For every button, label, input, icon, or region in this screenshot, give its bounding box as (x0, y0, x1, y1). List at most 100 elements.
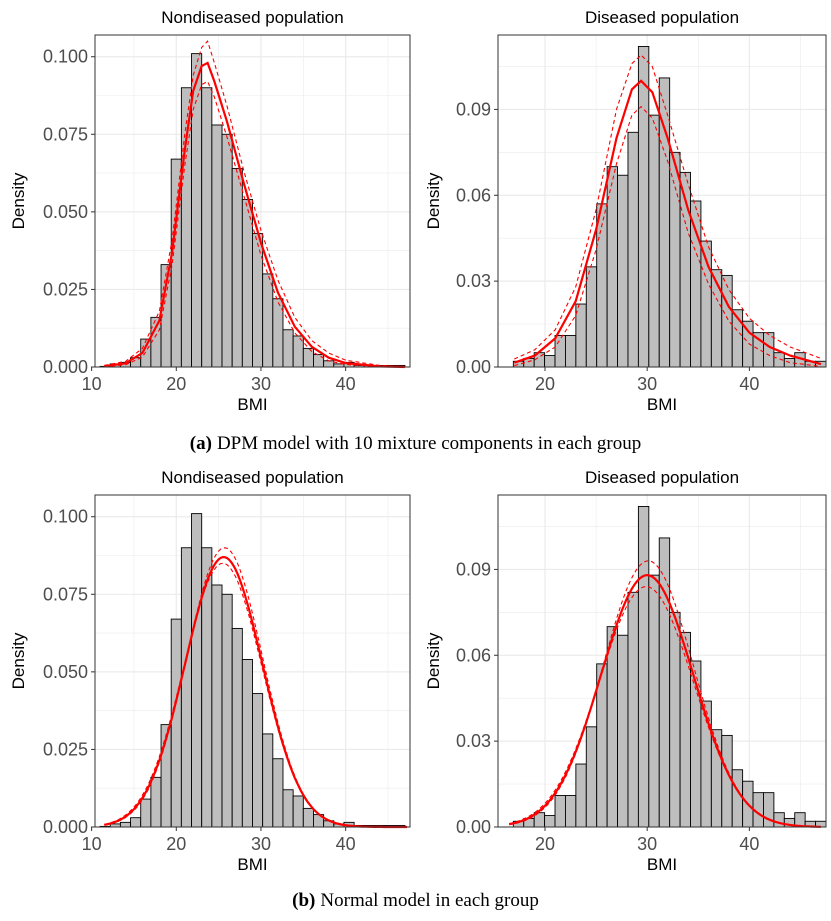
y-tick-label: 0.09 (456, 559, 491, 579)
chart-b-right: 20 30 40 0.00 0.03 0.06 0.09 Diseased populatio… (424, 468, 827, 874)
x-tick-label: 40 (336, 374, 356, 394)
histogram-bar (150, 776, 162, 828)
x-tick-label: 10 (82, 834, 102, 854)
y-axis-label: Density (9, 172, 28, 229)
histogram-bar (669, 611, 681, 828)
histogram-bar (690, 200, 702, 368)
x-tick-label: 40 (739, 834, 759, 854)
y-tick-label: 0.00 (456, 817, 491, 837)
y-tick-label: 0.075 (43, 584, 88, 604)
caption-a-text: DPM model with 10 mixture components in … (216, 433, 642, 454)
histogram-bar (282, 789, 294, 828)
histogram-bar (564, 335, 577, 368)
histogram-bar (282, 329, 294, 368)
histogram-bar (252, 693, 264, 828)
histogram-bar (773, 812, 785, 828)
y-tick-label: 0.050 (43, 662, 88, 682)
histogram-bar (130, 817, 142, 828)
fit-curve (513, 79, 822, 366)
chart-title: Diseased population (585, 468, 739, 487)
x-tick-label: 40 (739, 374, 759, 394)
histogram-bar (648, 574, 660, 828)
histogram-bar (669, 151, 681, 368)
histogram-bar (221, 133, 233, 368)
caption-b: (b) Normal model in each group (0, 890, 831, 912)
x-axis-label: BMI (237, 855, 267, 874)
histogram-bar (119, 821, 132, 828)
y-tick-label: 0.100 (43, 507, 88, 527)
histogram-bar (241, 658, 253, 828)
histogram-bar (323, 360, 335, 368)
histogram-bar (231, 167, 243, 368)
x-tick-label: 20 (166, 834, 186, 854)
y-axis-label: Density (424, 172, 443, 229)
fit-curve-ci (104, 40, 405, 368)
chart-a-right: 20 30 40 0.00 0.03 0.06 0.09 Diseased populatio… (424, 8, 827, 414)
plot-border (94, 34, 411, 368)
histogram-bar (302, 807, 314, 828)
histogram-bar (742, 320, 754, 368)
fit-curve-ci (514, 105, 821, 367)
y-tick-label: 0.03 (456, 731, 491, 751)
chart-title: Nondiseased population (161, 8, 343, 27)
histogram-bar (606, 626, 619, 828)
y-tick-label: 0.06 (456, 645, 491, 665)
histogram-bar (575, 763, 587, 828)
x-tick-label: 40 (336, 834, 356, 854)
x-axis-label: BMI (647, 855, 677, 874)
y-tick-label: 0.050 (43, 202, 88, 222)
histogram-bar (596, 203, 608, 368)
histogram-bar (292, 795, 304, 828)
histogram-bar (211, 584, 223, 828)
histogram-bar (252, 233, 264, 368)
histogram-bar (627, 131, 639, 368)
fit-curve-ci (509, 586, 821, 828)
fit-curve (104, 61, 405, 369)
histogram-bar (596, 663, 608, 828)
fit-curve-ci (104, 80, 405, 368)
y-axis-label: Density (424, 632, 443, 689)
chart-b-left: 10 20 30 40 0.000 0.025 0.050 0.075 0.100 Nondise… (9, 468, 411, 874)
histogram-bar (180, 547, 192, 828)
histogram-bar (272, 758, 284, 828)
fit-curve-ci (514, 54, 822, 360)
plot-border (497, 494, 827, 828)
histogram-bar (721, 274, 733, 368)
histogram-bar (658, 77, 671, 368)
histogram-bar (648, 114, 660, 368)
histogram-bar (211, 124, 223, 368)
histogram-bar (658, 537, 671, 828)
histogram-bar (617, 634, 629, 828)
plot-border (497, 34, 827, 368)
chart-title: Diseased population (585, 8, 739, 27)
x-tick-label: 30 (637, 374, 657, 394)
x-tick-label: 20 (535, 834, 555, 854)
histogram-bar (544, 355, 556, 368)
histogram-bar (262, 273, 274, 368)
histogram-bar (585, 726, 598, 828)
y-tick-label: 0.075 (43, 124, 88, 144)
y-tick-label: 0.000 (43, 817, 88, 837)
histogram-bar (627, 591, 639, 828)
x-axis-label: BMI (237, 395, 267, 414)
histogram-bar (585, 266, 598, 368)
y-tick-label: 0.000 (43, 357, 88, 377)
x-axis-label: BMI (647, 395, 677, 414)
x-tick-label: 30 (251, 374, 271, 394)
histogram-bar (721, 734, 733, 828)
y-tick-label: 0.00 (456, 357, 491, 377)
y-tick-label: 0.03 (456, 271, 491, 291)
histogram-bar (241, 198, 253, 368)
fit-curve-ci (104, 547, 407, 828)
chart-a-left: 10 20 30 40 0.000 0.025 0.050 0.075 0.100 Nondise… (9, 8, 411, 414)
histogram-bar (140, 798, 152, 828)
histogram-bar (575, 303, 587, 368)
histogram-bar (731, 769, 744, 828)
histogram-bar (637, 45, 650, 368)
histogram-bar (763, 332, 775, 368)
y-axis-label: Density (9, 632, 28, 689)
x-tick-label: 30 (637, 834, 657, 854)
histogram-bar (544, 815, 556, 828)
histogram-bar (637, 505, 650, 828)
x-tick-label: 30 (251, 834, 271, 854)
